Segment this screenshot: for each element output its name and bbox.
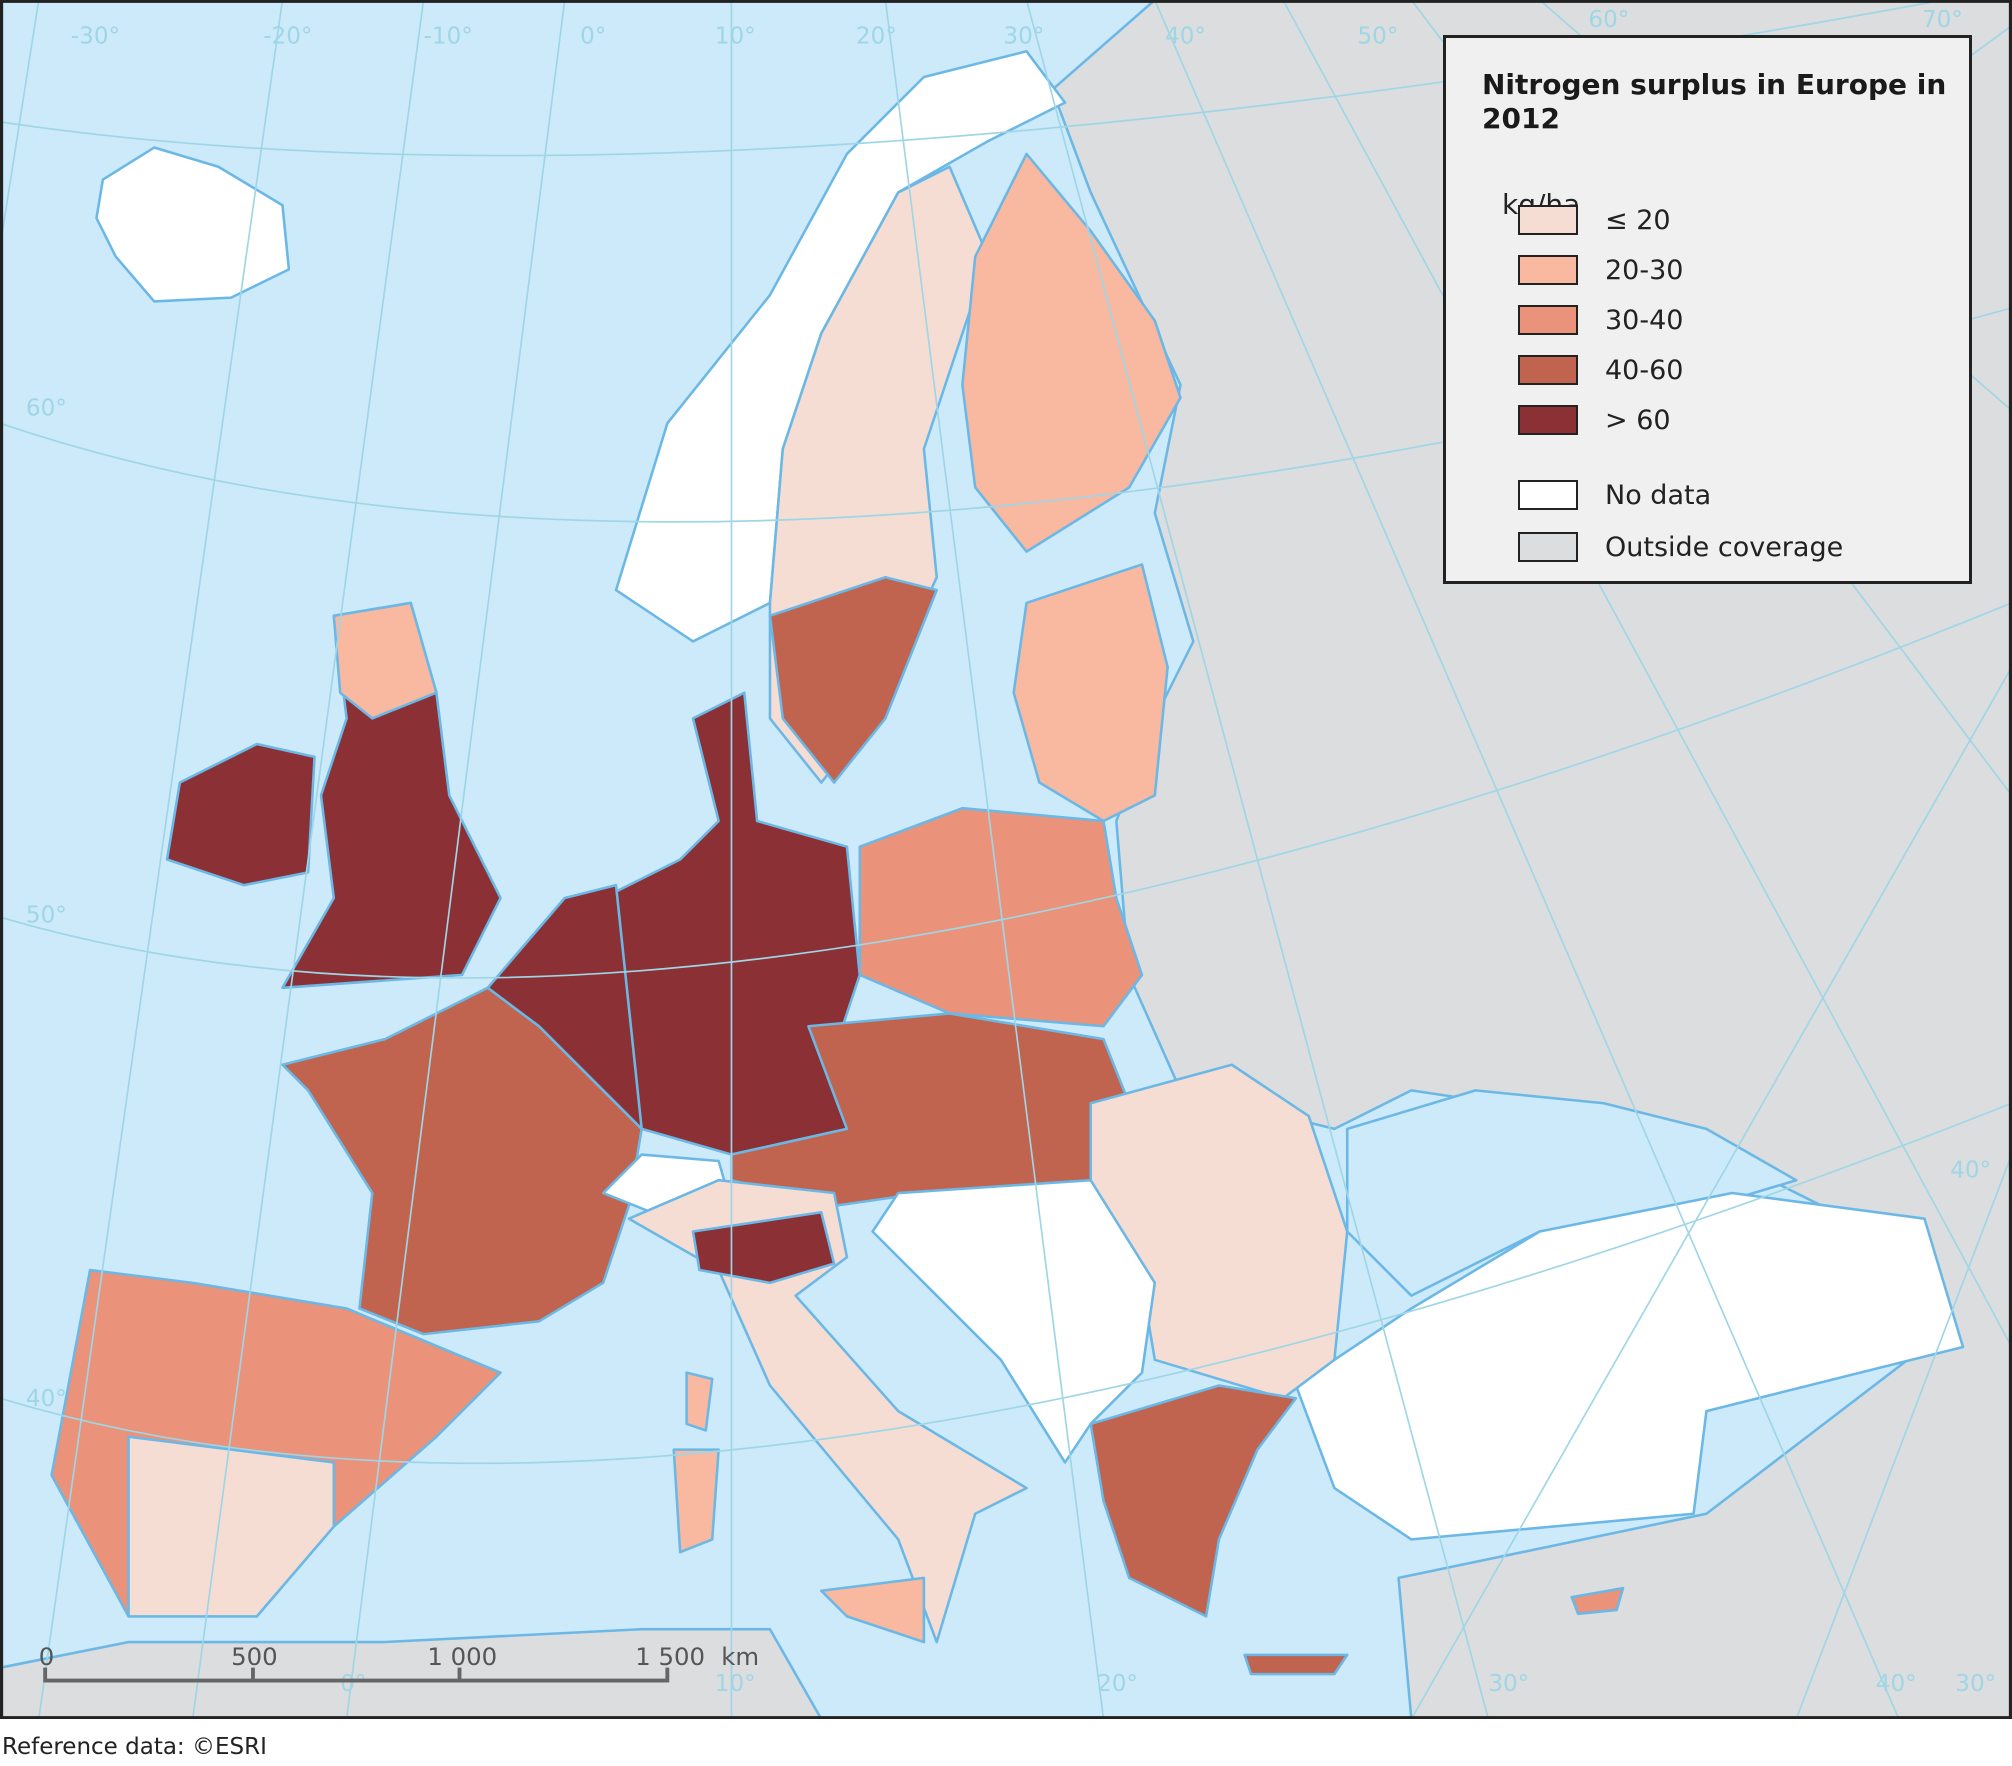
legend-swatch xyxy=(1518,405,1578,435)
legend-swatch xyxy=(1518,355,1578,385)
italy xyxy=(627,1178,1028,1644)
ireland xyxy=(165,742,316,887)
legend-label: No data xyxy=(1605,479,1712,511)
sicily xyxy=(819,1576,926,1644)
graticule-label: 40° xyxy=(1876,1671,1917,1697)
corsica xyxy=(685,1371,714,1432)
graticule-label: 10° xyxy=(715,24,756,50)
graticule-label: 0° xyxy=(340,1671,366,1697)
graticule-label: 70° xyxy=(1922,7,1963,33)
legend-label: 40-60 xyxy=(1605,354,1684,386)
legend-item-no-data: No data xyxy=(1518,479,1711,511)
graticule-line xyxy=(1154,0,1900,1719)
legend-label: > 60 xyxy=(1605,404,1671,436)
finland xyxy=(961,152,1182,553)
sardinia xyxy=(672,1448,720,1554)
benelux xyxy=(486,883,643,1131)
graticule-line xyxy=(1410,666,2012,1719)
source-note: Reference data: ©ESRI xyxy=(2,1734,267,1760)
legend-label: Outside coverage xyxy=(1605,531,1844,563)
graticule-line xyxy=(0,602,2012,979)
balkans-no-data xyxy=(871,1178,1157,1464)
legend-swatch xyxy=(1518,205,1578,235)
graticule-line xyxy=(1795,1154,2012,1719)
po-valley xyxy=(691,1210,836,1285)
legend-swatch xyxy=(1518,255,1578,285)
graticule-label: 0° xyxy=(580,24,606,50)
scale-bar-line xyxy=(43,1667,670,1683)
black-sea xyxy=(1345,1089,1798,1297)
baltics xyxy=(1012,563,1169,823)
legend-item: ≤ 20 xyxy=(1518,204,1671,236)
legend-item: 20-30 xyxy=(1518,254,1683,286)
graticule-label: 30° xyxy=(1955,1671,1996,1697)
graticule-line xyxy=(0,1102,2012,1465)
graticule-label: 60° xyxy=(1588,7,1629,33)
graticule-label: 40° xyxy=(1950,1158,1991,1184)
graticule-line xyxy=(345,0,566,1719)
cyprus xyxy=(1570,1586,1625,1616)
legend-item: 40-60 xyxy=(1518,354,1683,386)
legend-item: > 60 xyxy=(1518,404,1671,436)
map-frame xyxy=(0,0,2012,1719)
scale-tick-0: 0 xyxy=(39,1642,54,1671)
graticule-label: 40° xyxy=(26,1386,67,1412)
legend-label: ≤ 20 xyxy=(1605,204,1671,236)
graticule-line xyxy=(191,0,425,1719)
legend-item-outside-coverage: Outside coverage xyxy=(1518,531,1843,563)
greece xyxy=(1089,1384,1298,1618)
scale-bar: 0 500 1 000 1 500 km xyxy=(39,1642,759,1683)
graticule-line xyxy=(37,0,284,1719)
graticule-label: 20° xyxy=(1097,1671,1138,1697)
iceland-no-data xyxy=(95,146,291,303)
sweden-south xyxy=(768,575,939,784)
graticule-label: -30° xyxy=(71,24,120,50)
graticule-label: 10° xyxy=(715,1671,756,1697)
turkey-no-data xyxy=(1294,1191,1965,1541)
graticule-label: -20° xyxy=(263,24,312,50)
graticule-label: 40° xyxy=(1165,24,1206,50)
scale-tick-500: 500 xyxy=(231,1642,278,1671)
outside-coverage-africa xyxy=(0,1627,823,1719)
scotland xyxy=(332,601,438,720)
graticule-label: 60° xyxy=(26,396,67,422)
poland xyxy=(858,806,1144,1028)
crete xyxy=(1243,1653,1349,1676)
graticule-label: -10° xyxy=(424,24,473,50)
graticule-line xyxy=(884,0,1105,1719)
graticule-label: 50° xyxy=(26,902,67,928)
scale-tick-1000: 1 000 xyxy=(427,1642,497,1671)
iberia-south xyxy=(127,1435,336,1618)
legend: Nitrogen surplus in Europe in 2012 kg/ha… xyxy=(1443,35,1972,584)
graticule-label: 30° xyxy=(1488,1671,1529,1697)
graticule-line xyxy=(1025,0,1490,1719)
graticule-label: 50° xyxy=(1357,24,1398,50)
legend-label: 20-30 xyxy=(1605,254,1684,286)
legend-swatch xyxy=(1518,480,1578,510)
legend-item: 30-40 xyxy=(1518,304,1683,336)
graticule-line xyxy=(1282,0,2012,1348)
legend-label: 30-40 xyxy=(1605,304,1684,336)
legend-swatch xyxy=(1518,305,1578,335)
graticule-label: 20° xyxy=(856,24,897,50)
legend-title: Nitrogen surplus in Europe in 2012 xyxy=(1482,68,1947,135)
legend-swatch xyxy=(1518,532,1578,562)
graticule-label: 30° xyxy=(1003,24,1044,50)
scale-tick-1500: 1 500 xyxy=(635,1642,705,1671)
scale-unit: km xyxy=(721,1642,759,1671)
